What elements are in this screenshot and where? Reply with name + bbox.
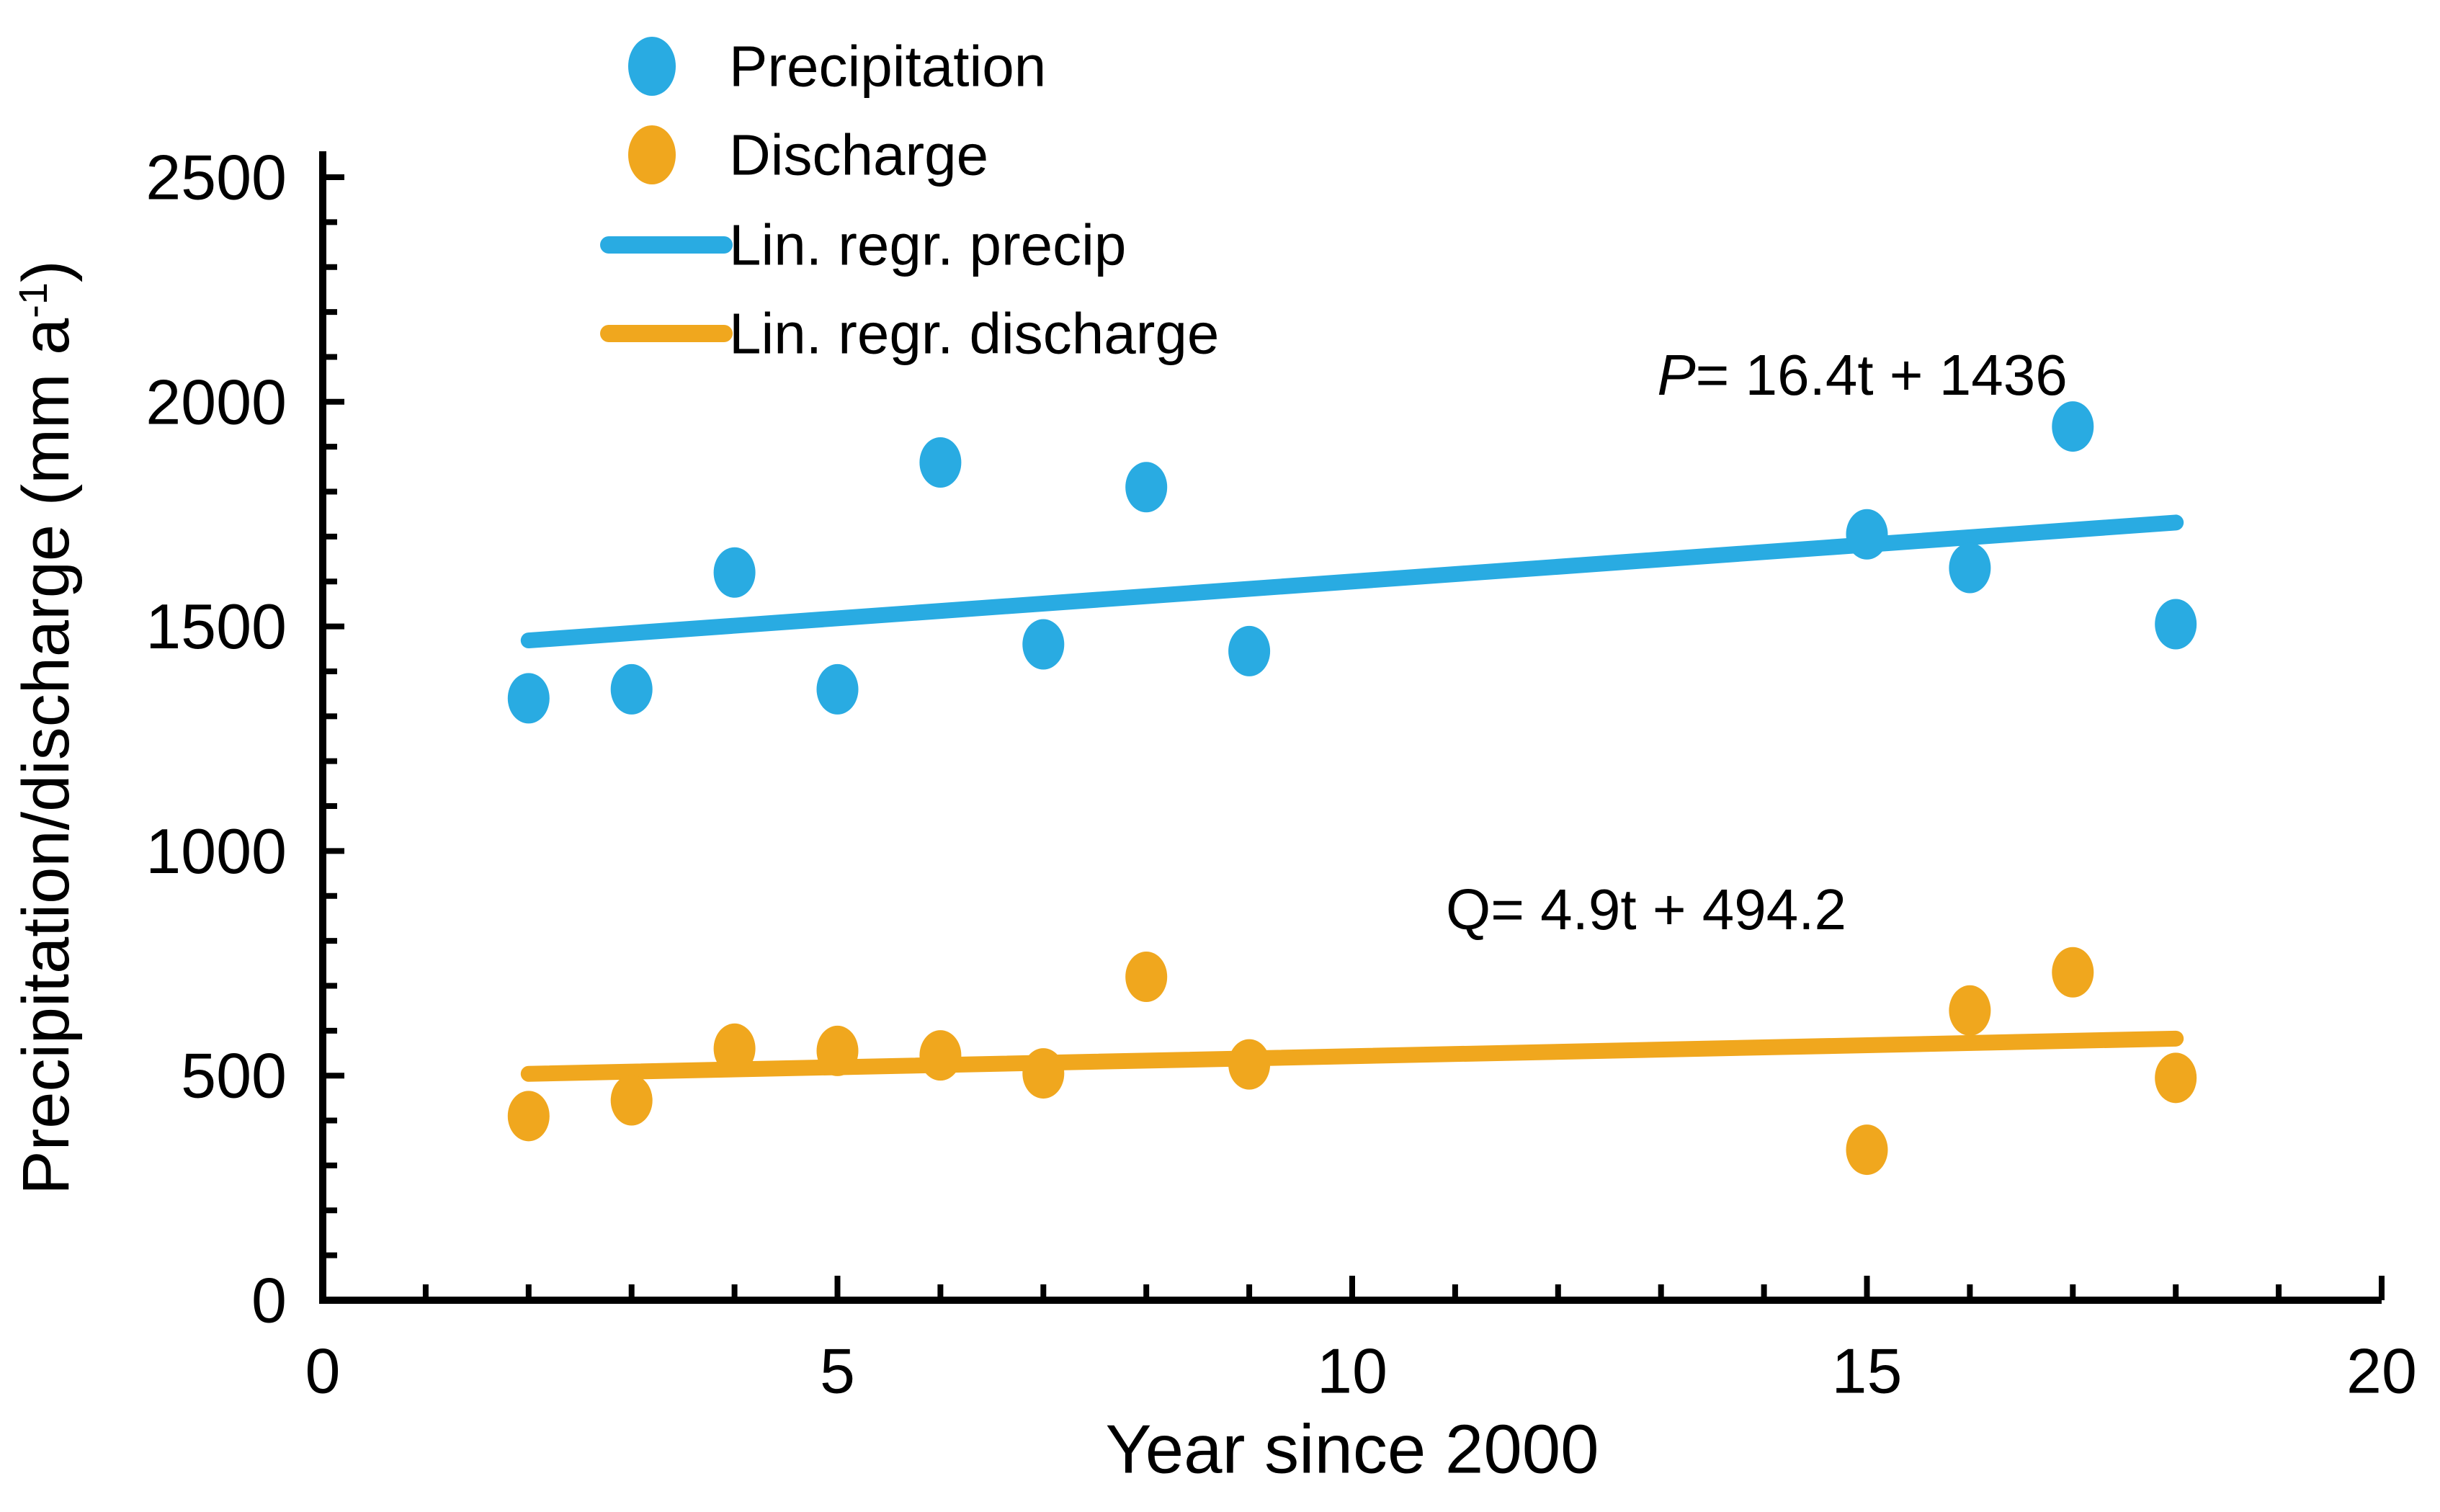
discharge-point bbox=[2052, 947, 2094, 998]
precipitation-point bbox=[816, 663, 859, 715]
discharge-point bbox=[816, 1025, 859, 1076]
discharge-point bbox=[713, 1023, 756, 1074]
legend-dot-discharge bbox=[628, 125, 676, 184]
y-tick-label: 0 bbox=[251, 1265, 287, 1336]
x-tick-label: 0 bbox=[305, 1336, 341, 1407]
y-axis-title: Precipitation/discharge (mm a-1) bbox=[9, 260, 83, 1194]
axes bbox=[319, 151, 2382, 1304]
precipitation-point bbox=[1022, 619, 1065, 670]
equation-discharge: Q= 4.9t + 494.2 bbox=[1446, 877, 1846, 941]
regression-line-discharge bbox=[520, 1030, 2184, 1082]
y-axis-title-superscript: -1 bbox=[10, 282, 55, 318]
precipitation-point bbox=[2155, 599, 2197, 650]
x-axis-title: Year since 2000 bbox=[1106, 1411, 1599, 1488]
y-tick-label: 2000 bbox=[146, 366, 287, 437]
discharge-point bbox=[919, 1030, 962, 1081]
discharge-point bbox=[610, 1075, 653, 1126]
equation-discharge-var: Q bbox=[1446, 877, 1491, 941]
discharge-point bbox=[507, 1091, 550, 1142]
legend-label-lin-regr-precip: Lin. regr. precip bbox=[729, 213, 1126, 277]
y-tick-label: 1500 bbox=[146, 591, 287, 662]
tick-labels: 0 5 10 15 20 0 500 1000 1500 2000 2500 bbox=[146, 142, 2417, 1407]
x-tick-label: 5 bbox=[820, 1336, 855, 1407]
precipitation-point bbox=[2052, 401, 2094, 452]
legend-label-lin-regr-discharge: Lin. regr. discharge bbox=[729, 302, 1219, 366]
legend-markers bbox=[600, 37, 733, 342]
regression-line-precip bbox=[520, 514, 2184, 649]
legend: Precipitation Discharge Lin. regr. preci… bbox=[600, 35, 1219, 366]
precipitation-point bbox=[713, 547, 756, 598]
y-tick-label: 2500 bbox=[146, 142, 287, 213]
data-series bbox=[507, 401, 2197, 1176]
discharge-point bbox=[1846, 1124, 1888, 1176]
precipitation-point bbox=[1846, 509, 1888, 560]
tick-marks bbox=[320, 174, 2385, 1303]
precipitation-point bbox=[1949, 542, 1991, 594]
discharge-point bbox=[1022, 1048, 1065, 1099]
x-tick-label: 10 bbox=[1317, 1336, 1387, 1407]
x-tick-label: 20 bbox=[2346, 1336, 2417, 1407]
precipitation-point bbox=[610, 663, 653, 715]
y-tick-label: 500 bbox=[181, 1040, 287, 1111]
legend-label-precipitation: Precipitation bbox=[729, 35, 1046, 99]
precipitation-point bbox=[507, 673, 550, 724]
discharge-point bbox=[2155, 1052, 2197, 1104]
discharge-point bbox=[1228, 1039, 1271, 1090]
discharge-point bbox=[1125, 952, 1168, 1003]
y-axis-title-close: ) bbox=[9, 260, 83, 282]
legend-label-discharge: Discharge bbox=[729, 123, 988, 187]
precipitation-point bbox=[1125, 462, 1168, 513]
x-tick-label: 15 bbox=[1832, 1336, 1903, 1407]
equation-precip-rest: = 16.4t + 1436 bbox=[1696, 343, 2068, 407]
y-axis-title-main: Precipitation/discharge (mm a bbox=[9, 318, 83, 1195]
legend-dot-precipitation bbox=[628, 37, 676, 96]
equation-precip-var: P bbox=[1657, 343, 1695, 407]
precipitation-point bbox=[1228, 625, 1271, 676]
axis-lines bbox=[319, 151, 2382, 1304]
y-tick-label: 1000 bbox=[146, 815, 287, 887]
precipitation-point bbox=[919, 437, 962, 488]
equation-discharge-rest: = 4.9t + 494.2 bbox=[1491, 877, 1846, 941]
equation-precip: P= 16.4t + 1436 bbox=[1657, 343, 2067, 407]
discharge-point bbox=[1949, 985, 1991, 1036]
